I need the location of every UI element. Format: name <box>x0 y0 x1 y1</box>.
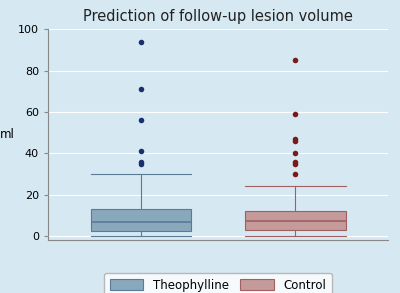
Y-axis label: ml: ml <box>0 128 14 141</box>
Title: Prediction of follow-up lesion volume: Prediction of follow-up lesion volume <box>83 9 353 24</box>
Legend: Theophylline, Control: Theophylline, Control <box>104 273 332 293</box>
Bar <box>245 211 346 230</box>
Bar <box>90 209 191 231</box>
